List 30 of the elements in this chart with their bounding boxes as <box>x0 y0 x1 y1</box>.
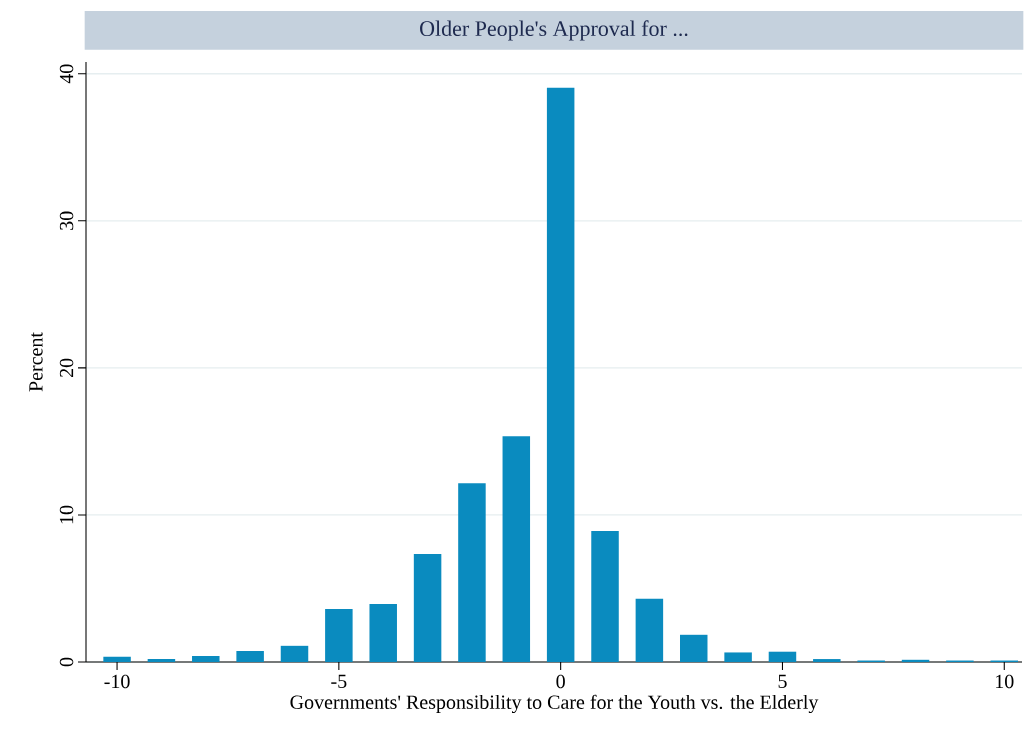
x-axis-title: Governments' Responsibility to Care for the Youth vs. the Elderly <box>290 694 819 714</box>
bar <box>502 436 531 662</box>
bar <box>768 651 797 662</box>
y-tick-label: 20 <box>59 358 74 377</box>
bar <box>413 553 442 662</box>
bar <box>458 483 486 662</box>
y-axis-title: Percent <box>29 332 43 392</box>
chart-title: Older People's Approval for ... <box>420 20 688 41</box>
bar <box>369 603 397 662</box>
bar <box>546 87 575 662</box>
bar <box>679 634 708 662</box>
bar <box>724 652 752 662</box>
x-tick-label: 10 <box>996 674 1014 689</box>
x-tick-label: -5 <box>331 674 347 688</box>
y-tick-label: 0 <box>59 657 74 667</box>
bar <box>591 531 619 662</box>
bar <box>325 609 353 662</box>
y-tick-label: 10 <box>59 505 74 524</box>
y-tick-label: 40 <box>59 64 74 84</box>
bar <box>236 650 264 662</box>
x-tick-label: 5 <box>778 674 787 688</box>
y-tick-label: 30 <box>59 211 74 230</box>
x-tick-label: 0 <box>556 674 565 689</box>
bar <box>103 656 131 662</box>
bar <box>280 645 309 662</box>
bar <box>813 659 841 662</box>
x-tick-label: -10 <box>104 674 130 689</box>
bar <box>635 598 664 662</box>
bar <box>147 659 176 662</box>
bar <box>192 656 220 662</box>
